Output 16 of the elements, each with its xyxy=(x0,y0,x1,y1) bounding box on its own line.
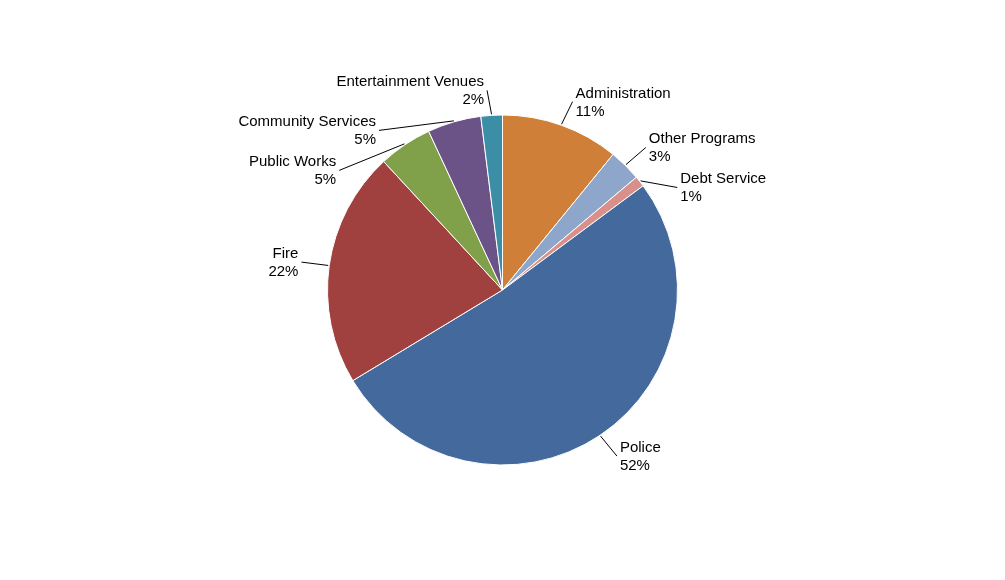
data-label: 11% xyxy=(575,101,605,119)
data-label: 52% xyxy=(619,456,650,474)
data-label: 1% xyxy=(680,187,702,205)
data-label: 22% xyxy=(268,262,299,280)
slice-label: Public Works xyxy=(248,152,337,170)
slice-label: Fire xyxy=(272,244,299,262)
slice-label: Debt Service xyxy=(680,169,767,187)
slice-label: Administration xyxy=(575,83,671,101)
data-label: 5% xyxy=(314,170,337,188)
slice-label: Entertainment Venues xyxy=(336,72,485,90)
data-label: 5% xyxy=(354,130,376,148)
data-label: 3% xyxy=(648,147,671,165)
data-label: 2% xyxy=(462,90,485,108)
slice-label: Police xyxy=(619,438,661,456)
slice-label: Community Services xyxy=(238,112,376,130)
slice-label: Other Programs xyxy=(648,129,756,147)
